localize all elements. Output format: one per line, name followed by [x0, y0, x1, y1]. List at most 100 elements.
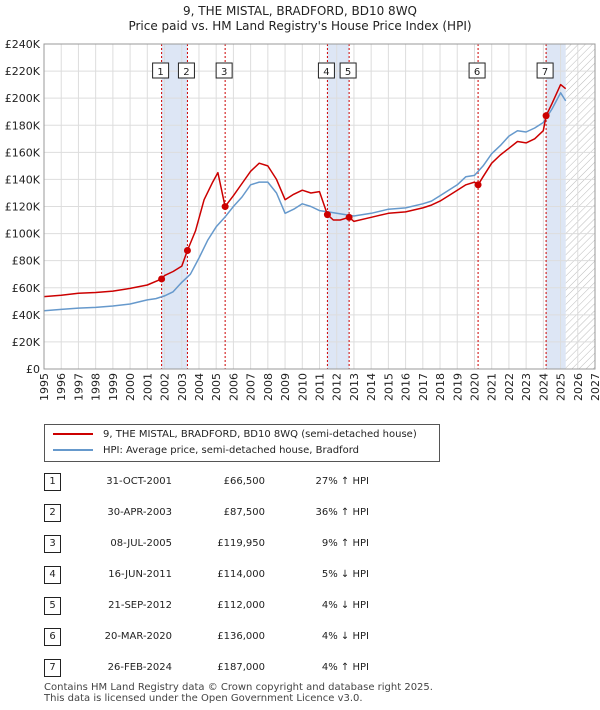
x-tick-label: 2005: [210, 373, 223, 401]
sale-hpi-change: 27% ↑ HPI: [315, 476, 369, 487]
sale-date: 16-JUN-2011: [108, 569, 172, 580]
y-tick-label: £40K: [12, 309, 41, 322]
chart-title-line2: Price paid vs. HM Land Registry's House …: [128, 19, 472, 33]
x-tick-label: 1996: [55, 373, 68, 401]
sale-hpi-change: 4% ↑ HPI: [321, 662, 369, 673]
sale-hpi-change: 9% ↑ HPI: [321, 538, 369, 549]
x-tick-label: 1997: [72, 373, 85, 401]
sale-date: 30-APR-2003: [107, 507, 172, 518]
x-tick-label: 2002: [159, 373, 172, 401]
legend-item-hpi: HPI: Average price, semi-detached house,…: [53, 443, 359, 459]
y-tick-label: £140K: [5, 173, 41, 186]
sale-hpi-change: 4% ↓ HPI: [321, 600, 369, 611]
sale-point: [323, 211, 331, 219]
x-tick-label: 2004: [193, 373, 206, 401]
sale-point: [345, 213, 353, 221]
sale-point: [542, 112, 550, 120]
sale-point: [221, 203, 229, 211]
y-tick-label: £200K: [5, 92, 41, 105]
x-tick-label: 2008: [262, 373, 275, 401]
y-tick-label: £20K: [12, 336, 41, 349]
price-chart: 1 2 3 4 5 6 7 £0 £20K £40K £60K £80K £100K £120K £140…: [5, 38, 600, 401]
y-tick-label: £220K: [5, 65, 41, 78]
sale-row: 3 08-JUL-2005 £119,950 9% ↑ HPI: [44, 534, 444, 554]
footer-licence: This data is licensed under the Open Gov…: [44, 693, 363, 704]
sale-row: 6 20-MAR-2020 £136,000 4% ↓ HPI: [44, 627, 444, 647]
legend-label-property: 9, THE MISTAL, BRADFORD, BD10 8WQ (semi-…: [103, 429, 417, 440]
y-tick-label: £60K: [12, 282, 41, 295]
x-tick-label: 1999: [107, 373, 120, 401]
sale-badge-box: [536, 62, 554, 79]
x-tick-label: 2010: [296, 373, 309, 401]
property-price-line: [44, 83, 567, 298]
legend-swatch-property: [53, 433, 93, 435]
x-tick-label: 2009: [279, 373, 292, 401]
sale-point: [474, 181, 482, 189]
sale-row: 5 21-SEP-2012 £112,000 4% ↓ HPI: [44, 596, 444, 616]
x-tick-label: 2017: [417, 373, 430, 401]
x-tick-label: 2012: [331, 373, 344, 401]
x-tick-label: 2026: [572, 373, 585, 401]
sale-badge-box: [215, 62, 233, 79]
x-tick-label: 2013: [348, 373, 361, 401]
sale-badge-box: [468, 62, 486, 79]
x-tick-label: 2000: [124, 373, 137, 401]
sale-badge-box: [317, 62, 335, 79]
y-tick-label: £0: [26, 363, 40, 376]
sale-number-badge: 7: [44, 659, 61, 677]
legend: 9, THE MISTAL, BRADFORD, BD10 8WQ (semi-…: [44, 424, 440, 462]
x-tick-label: 2019: [451, 373, 464, 401]
sale-badge-label: 3: [221, 67, 227, 78]
sale-number-badge: 4: [44, 566, 61, 584]
sale-badge-label: 2: [183, 67, 189, 78]
sale-price: £87,500: [223, 507, 265, 518]
x-tick-label: 2014: [365, 373, 378, 401]
legend-label-hpi: HPI: Average price, semi-detached house,…: [103, 445, 359, 456]
sale-badge-label: 1: [157, 67, 163, 78]
sale-price: £66,500: [223, 476, 265, 487]
sale-hpi-change: 36% ↑ HPI: [315, 507, 369, 518]
sale-price: £187,000: [217, 662, 265, 673]
x-tick-label: 2011: [314, 373, 327, 401]
sale-hpi-change: 4% ↓ HPI: [321, 631, 369, 642]
sale-badge-box: [152, 62, 170, 79]
sale-price: £136,000: [217, 631, 265, 642]
sale-price: £114,000: [217, 569, 265, 580]
x-tick-label: 2018: [434, 373, 447, 401]
y-tick-label: £80K: [12, 255, 41, 268]
chart-title-line1: 9, THE MISTAL, BRADFORD, BD10 8WQ: [182, 4, 418, 18]
y-tick-label: £100K: [5, 228, 41, 241]
x-tick-label: 2023: [520, 373, 533, 401]
sale-badge-label: 7: [542, 67, 548, 78]
sale-number-badge: 1: [44, 473, 61, 491]
x-tick-label: 2007: [245, 373, 258, 401]
x-tick-label: 2001: [141, 373, 154, 401]
sale-point: [158, 275, 166, 283]
x-tick-label: 2016: [400, 373, 413, 401]
x-tick-label: 1995: [38, 373, 51, 401]
y-tick-label: £180K: [5, 119, 41, 132]
sale-date: 08-JUL-2005: [110, 538, 172, 549]
sale-date: 20-MAR-2020: [104, 631, 172, 642]
x-tick-label: 2006: [227, 373, 240, 401]
sale-number-badge: 5: [44, 597, 61, 615]
x-tick-label: 2020: [468, 373, 481, 401]
sale-date: 26-FEB-2024: [107, 662, 172, 673]
chart-title: 9, THE MISTAL, BRADFORD, BD10 8WQ Price …: [0, 4, 600, 34]
x-tick-label: 2022: [503, 373, 516, 401]
x-tick-label: 1998: [90, 373, 103, 401]
legend-swatch-hpi: [53, 449, 93, 451]
sale-number-badge: 6: [44, 628, 61, 646]
sale-date: 31-OCT-2001: [106, 476, 172, 487]
sale-badge-box: [339, 62, 357, 79]
sale-badge-label: 5: [345, 67, 351, 78]
sale-badge-label: 6: [474, 67, 480, 78]
x-tick-label: 2024: [537, 373, 550, 401]
sale-row: 7 26-FEB-2024 £187,000 4% ↑ HPI: [44, 658, 444, 678]
legend-item-property: 9, THE MISTAL, BRADFORD, BD10 8WQ (semi-…: [53, 427, 417, 443]
sale-badge-box: [177, 62, 195, 79]
y-tick-label: £160K: [5, 146, 41, 159]
sale-row: 2 30-APR-2003 £87,500 36% ↑ HPI: [44, 503, 444, 523]
sale-point: [183, 247, 191, 255]
x-tick-label: 2025: [555, 373, 568, 401]
